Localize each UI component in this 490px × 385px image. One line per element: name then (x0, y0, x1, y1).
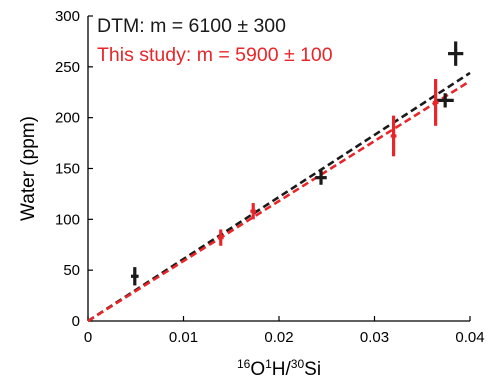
legend-entry-dtm: DTM: m = 6100 ± 300 (97, 15, 286, 37)
y-tick-label: 50 (63, 262, 80, 279)
x-axis-title-sup1: 16 (237, 357, 251, 371)
legend: DTM: m = 6100 ± 300 This study: m = 5900… (97, 15, 333, 66)
data-point-dtm (315, 170, 327, 185)
x-axis-title-mid1: O (250, 359, 265, 380)
x-tick-label: 0.01 (169, 329, 198, 346)
y-ticks: 0 50 100 150 200 250 300 (55, 8, 93, 330)
y-tick-label: 150 (55, 161, 80, 178)
data-point-dtm (448, 41, 464, 66)
fit-line-dtm (87, 71, 471, 323)
y-tick-label: 200 (55, 110, 80, 127)
data-point-this-study (250, 203, 257, 220)
x-axis-title-sup3: 30 (291, 357, 305, 371)
x-tick-label: 0.02 (264, 329, 293, 346)
x-tick-label: 0.04 (455, 329, 484, 346)
data-point-this-study (217, 229, 224, 246)
y-axis-title: Water (ppm) (18, 116, 39, 221)
legend-entry-this-study: This study: m = 5900 ± 100 (97, 44, 333, 66)
x-ticks: 0 0.01 0.02 0.03 0.04 (84, 316, 485, 346)
data-point-this-study (390, 115, 397, 157)
x-axis-title-sup2: 1 (265, 357, 272, 371)
x-tick-label: 0.03 (360, 329, 389, 346)
x-axis-title-mid2: H/ (272, 359, 292, 380)
x-tick-label: 0 (84, 329, 92, 346)
data-points (130, 41, 464, 286)
x-axis-title: 16O1H/30Si (237, 357, 321, 380)
data-point-this-study (432, 79, 439, 126)
fit-line-this-study (87, 79, 471, 323)
y-tick-label: 0 (72, 313, 80, 330)
fit-lines (87, 71, 471, 323)
y-tick-label: 300 (55, 8, 80, 25)
data-point-dtm (130, 267, 139, 286)
x-axis-title-tail: Si (304, 359, 321, 380)
y-tick-label: 250 (55, 59, 80, 76)
y-tick-label: 100 (55, 211, 80, 228)
data-point-dtm (436, 93, 454, 108)
